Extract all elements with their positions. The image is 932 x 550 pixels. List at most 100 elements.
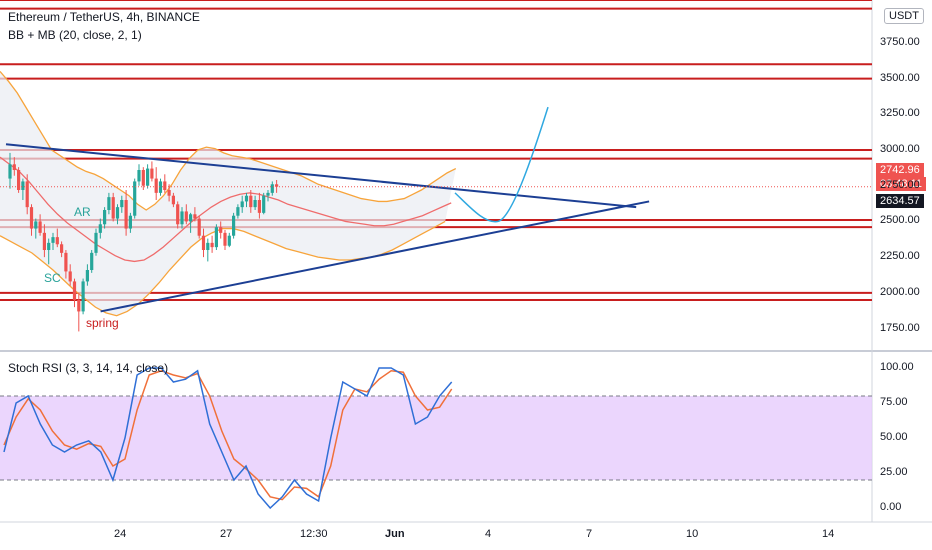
candle-body xyxy=(154,178,158,193)
candle-body xyxy=(47,242,51,250)
candle-body xyxy=(262,195,266,213)
osc-tick: 50.00 xyxy=(880,431,908,443)
price-tick: 2750.00 xyxy=(880,178,920,191)
stoch-d-line xyxy=(3,370,453,501)
candle-body xyxy=(176,204,180,225)
candle-body xyxy=(141,170,145,186)
candle-body xyxy=(12,164,16,170)
indicator-title[interactable]: BB + MB (20, close, 2, 1) xyxy=(8,28,142,42)
candle-body xyxy=(107,197,111,210)
osc-tick: 25.00 xyxy=(880,466,908,478)
candle-body xyxy=(253,200,257,208)
candle-body xyxy=(150,168,154,179)
stoch-title[interactable]: Stoch RSI (3, 3, 14, 14, close) xyxy=(8,361,169,375)
stoch-k-line xyxy=(3,367,453,510)
candle-body xyxy=(189,214,193,222)
candle-body xyxy=(167,190,171,196)
candle-body xyxy=(206,242,210,250)
candle-body xyxy=(17,170,21,190)
osc-tick: 0.00 xyxy=(880,501,902,513)
candle-body xyxy=(158,181,163,193)
time-tick: 4 xyxy=(485,528,492,540)
candle-body xyxy=(21,181,25,190)
price-tick: 1750.00 xyxy=(880,321,920,334)
price-tick: 3500.00 xyxy=(880,71,920,84)
candle-body xyxy=(210,242,214,248)
time-tick: 27 xyxy=(220,528,233,540)
candle-body xyxy=(163,181,167,190)
candle-body xyxy=(257,200,261,213)
sc-annotation: SC xyxy=(44,271,61,285)
currency-badge[interactable]: USDT xyxy=(884,8,924,24)
time-tick: 14 xyxy=(822,528,835,540)
candle-body xyxy=(227,235,231,246)
candle-body xyxy=(111,197,115,219)
candle-body xyxy=(42,232,46,250)
candle-body xyxy=(275,184,279,187)
candle-body xyxy=(236,207,240,216)
candle-body xyxy=(193,214,197,219)
candle-body xyxy=(115,207,120,219)
candle-body xyxy=(223,232,227,246)
price-tick: 3750.00 xyxy=(880,35,920,48)
candle-body xyxy=(29,207,34,229)
ref-price-label: 2634.57 xyxy=(876,194,924,208)
osc-tick: 75.00 xyxy=(880,396,908,408)
candle-body xyxy=(25,181,29,208)
candle-body xyxy=(244,195,249,202)
bb-middle-line xyxy=(0,156,452,263)
candle-body xyxy=(90,252,94,270)
candle-body xyxy=(180,211,184,225)
time-tick: Jun xyxy=(385,528,405,540)
candle-body xyxy=(60,244,64,253)
symbol-title[interactable]: Ethereum / TetherUS, 4h, BINANCE xyxy=(8,10,200,24)
candle-body xyxy=(133,181,137,216)
time-tick: 24 xyxy=(114,528,127,540)
candle-body xyxy=(68,271,72,282)
candle-body xyxy=(232,215,236,236)
bb-fill xyxy=(0,71,456,316)
candle-body xyxy=(94,232,98,253)
candle-body xyxy=(55,237,59,245)
candle-body xyxy=(124,200,128,229)
candle-body xyxy=(98,224,102,233)
price-tick: 3250.00 xyxy=(880,107,920,120)
candle-body xyxy=(77,300,81,312)
candle-body xyxy=(146,168,150,186)
candle-body xyxy=(128,215,132,229)
candle-body xyxy=(72,281,77,300)
candle-body xyxy=(266,192,270,196)
stoch-band xyxy=(0,396,872,480)
time-tick: 7 xyxy=(586,528,593,540)
price-tick: 3000.00 xyxy=(880,143,920,155)
ar-annotation: AR xyxy=(74,205,91,219)
projection-curve xyxy=(454,106,549,223)
time-tick: 10 xyxy=(686,528,699,540)
candle-body xyxy=(64,252,68,272)
candle-body xyxy=(240,201,244,208)
candle-body xyxy=(120,200,124,208)
osc-tick: 100.00 xyxy=(880,361,914,373)
candle-body xyxy=(214,227,218,248)
last-price-label: 2742.96 xyxy=(876,163,924,177)
trendline-1 xyxy=(100,200,650,313)
price-tick: 2500.00 xyxy=(880,214,920,227)
trendline-0 xyxy=(5,143,637,209)
spring-annotation: spring xyxy=(86,316,119,330)
candle-body xyxy=(184,211,188,222)
candle-body xyxy=(34,221,38,229)
candle-body xyxy=(270,184,274,193)
candle-body xyxy=(8,164,12,179)
countdown-label: 03:48:11 xyxy=(876,177,927,191)
candle-body xyxy=(51,237,55,243)
price-tick: 2000.00 xyxy=(880,285,920,298)
candle-body xyxy=(197,218,201,236)
candle-body xyxy=(137,170,141,182)
time-tick: 12:30 xyxy=(300,528,328,540)
price-tick: 2250.00 xyxy=(880,250,920,263)
candle-body xyxy=(219,227,223,233)
candle-body xyxy=(85,270,89,282)
candle-body xyxy=(103,210,107,225)
